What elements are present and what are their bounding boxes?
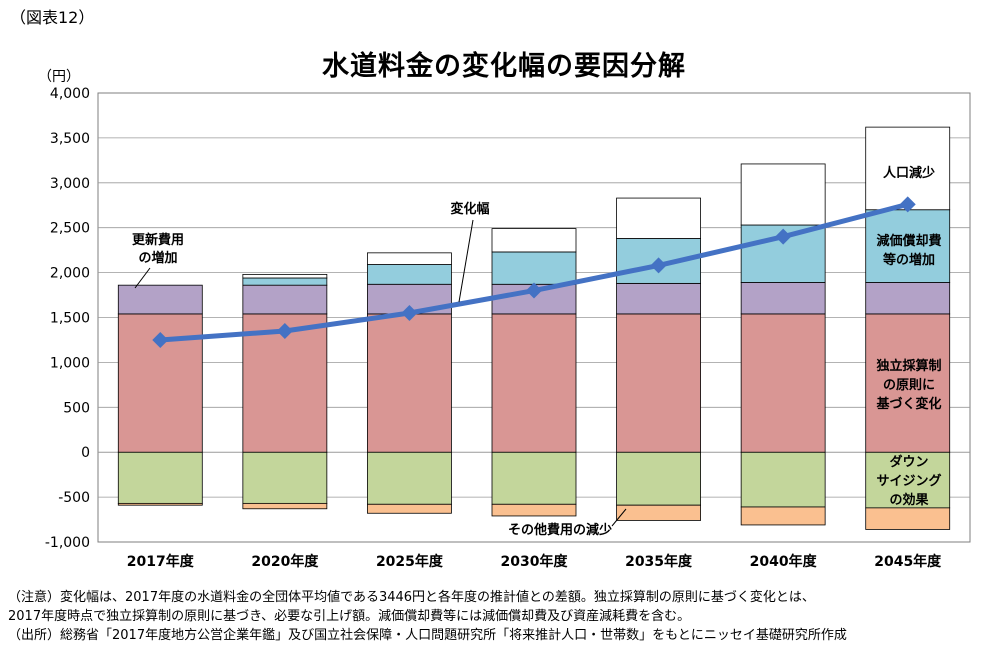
bar-population	[491, 228, 577, 253]
y-axis-unit: （円）	[38, 69, 80, 85]
bar-depreciation	[491, 251, 577, 285]
y-tick-label: 4,000	[50, 86, 90, 102]
bar-population	[616, 197, 701, 239]
bar-renewal	[740, 282, 826, 315]
y-tick-label: 3,500	[50, 131, 90, 147]
x-tick-label: 2040年度	[750, 553, 818, 570]
annotation-population: 人口減少	[883, 165, 935, 181]
bar-renewal	[865, 282, 951, 315]
x-axis-ticks: 2017年度 2020年度 2025年度 2030年度 2035年度 2040年度 2045…	[127, 553, 942, 570]
annotation-change-leader	[458, 219, 474, 303]
annotation-independent-2: の原則に	[883, 378, 935, 393]
bar-population	[242, 273, 328, 279]
change-line-point	[526, 282, 542, 299]
bar-depreciation	[367, 264, 452, 285]
bar-independent	[367, 313, 452, 453]
bars	[117, 126, 951, 530]
change-line-point	[775, 228, 792, 245]
chart-title: 水道料金の変化幅の要因分解	[322, 51, 686, 82]
annotation-other-leader	[611, 508, 627, 527]
y-tick-label: -1,000	[45, 535, 90, 551]
y-tick-label: 2,500	[50, 221, 90, 237]
bar-population	[367, 252, 452, 265]
bar-depreciation	[242, 277, 328, 286]
annotation-independent-3: 基づく変化	[875, 396, 941, 412]
bar-renewal	[242, 284, 328, 315]
x-tick-label: 2020年度	[251, 553, 319, 570]
bar-downsizing	[367, 451, 452, 505]
bar-downsizing	[491, 451, 577, 505]
bar-population	[865, 126, 951, 211]
annotation-independent-1: 独立採算制	[876, 358, 941, 374]
bar-independent	[865, 313, 951, 453]
bar-other	[367, 503, 452, 514]
x-tick-label: 2017年度	[127, 553, 195, 570]
note-line-3: （出所）総務省「2017年度地方公営企業年鑑」及び国立社会保障・人口問題研究所「…	[8, 628, 847, 643]
bar-renewal	[616, 282, 701, 315]
bar-independent	[616, 313, 701, 453]
note-line-2: 2017年度時点で独立採算制の原則に基づき、必要な引上げ額。減価償却費等には減価…	[8, 609, 691, 624]
change-line-point	[401, 305, 418, 322]
bar-downsizing	[242, 451, 328, 504]
y-tick-label: 2,000	[50, 266, 90, 282]
bar-population	[740, 163, 826, 226]
bar-downsizing	[117, 451, 203, 504]
change-line-point	[650, 257, 667, 274]
x-tick-label: 2045年度	[874, 553, 942, 570]
annotation-depreciation-2: 等の増加	[882, 252, 935, 268]
bar-renewal	[117, 284, 203, 315]
bar-other	[491, 503, 577, 517]
annotation-downsizing-3: の効果	[889, 492, 928, 508]
bar-independent	[491, 313, 577, 453]
annotation-renewal-2: の増加	[138, 250, 177, 266]
annotation-depreciation-1: 減価償却費	[876, 233, 941, 249]
y-axis-ticks: 4,000 3,500 3,000 2,500 2,000 1,500 1,000 500 0 -…	[45, 86, 90, 551]
change-line	[152, 196, 916, 348]
bar-other	[242, 502, 328, 510]
bar-downsizing	[740, 451, 826, 508]
y-tick-label: 1,500	[50, 311, 90, 327]
annotation-renewal-1: 更新費用	[132, 232, 184, 248]
change-line-point	[152, 331, 169, 348]
x-tick-label: 2025年度	[376, 553, 444, 570]
annotations: 更新費用 の増加 変化幅 人口減少 減価償却費 等の増加 独立採算制 の原則に …	[132, 165, 942, 538]
annotation-downsizing-1: ダウン	[889, 454, 928, 470]
y-tick-label: 3,000	[50, 176, 90, 192]
y-tick-label: 500	[63, 400, 90, 416]
bar-other	[117, 502, 203, 506]
y-tick-label: 1,000	[50, 355, 90, 371]
annotation-change: 変化幅	[450, 201, 489, 217]
annotation-renewal-leader	[134, 267, 151, 289]
bar-depreciation	[865, 209, 951, 283]
annotation-other: その他費用の減少	[508, 522, 612, 538]
bar-other	[740, 506, 826, 526]
y-tick-label: 0	[81, 445, 90, 461]
figure-label: （図表12）	[10, 8, 95, 27]
annotation-downsizing-2: サイジング	[876, 473, 941, 489]
x-tick-label: 2035年度	[625, 553, 693, 570]
bar-other	[865, 507, 951, 530]
x-tick-label: 2030年度	[501, 553, 569, 570]
change-line-point	[899, 196, 916, 213]
bar-independent	[740, 313, 826, 453]
footnotes: （注意）変化幅は、2017年度の水道料金の全団体平均値である3446円と各年度の…	[8, 588, 847, 645]
note-line-1: （注意）変化幅は、2017年度の水道料金の全団体平均値である3446円と各年度の…	[8, 590, 815, 605]
y-tick-label: -500	[58, 490, 90, 506]
bar-downsizing	[616, 451, 701, 506]
bar-other	[616, 504, 701, 521]
change-line-point	[276, 322, 293, 339]
